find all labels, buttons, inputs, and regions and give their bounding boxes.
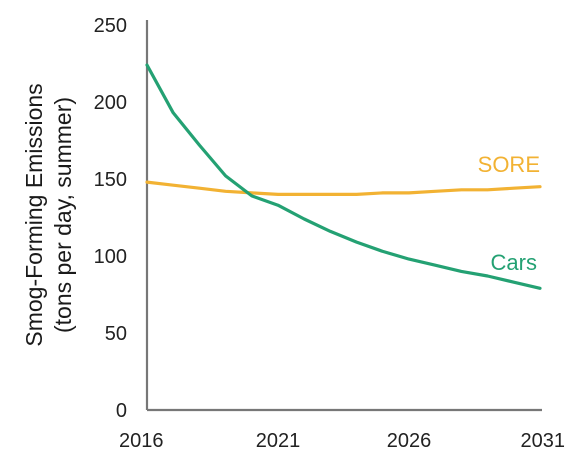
y-tick-label-0: 0 bbox=[116, 400, 127, 422]
tick-labels: 0 50 100 150 200 250 2016 2021 2026 2031 bbox=[94, 15, 565, 452]
x-tick-label-2016: 2016 bbox=[119, 430, 164, 452]
y-tick-label-150: 150 bbox=[94, 169, 127, 191]
series-lines bbox=[145, 63, 542, 290]
x-tick-label-2026: 2026 bbox=[387, 430, 432, 452]
plot-area bbox=[145, 20, 542, 412]
y-tick-label-200: 200 bbox=[94, 92, 127, 114]
series-line-sore bbox=[145, 180, 542, 196]
y-tick-label-50: 50 bbox=[105, 323, 127, 345]
series-labels: SORE Cars bbox=[478, 152, 540, 275]
y-axis-title-line-2: (tons per day, summer) bbox=[50, 97, 76, 333]
y-axis-title: Smog-Forming Emissions (tons per day, su… bbox=[21, 83, 76, 346]
series-line-cars bbox=[145, 63, 542, 290]
x-tick-label-2021: 2021 bbox=[256, 430, 301, 452]
y-tick-label-250: 250 bbox=[94, 15, 127, 37]
y-axis-title-line-1: Smog-Forming Emissions bbox=[21, 83, 47, 346]
series-label-cars: Cars bbox=[491, 250, 537, 275]
y-tick-label-100: 100 bbox=[94, 246, 127, 268]
series-label-sore: SORE bbox=[478, 152, 540, 177]
x-tick-label-2031: 2031 bbox=[521, 430, 566, 452]
